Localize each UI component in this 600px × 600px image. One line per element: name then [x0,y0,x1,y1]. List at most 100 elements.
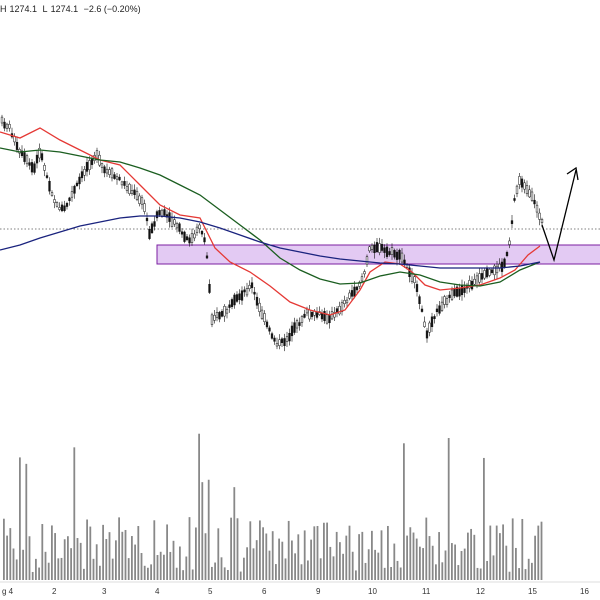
candle-body [483,270,486,279]
candle-body [133,189,136,195]
candle-body [528,189,531,198]
candle-body [423,321,426,327]
candle-body [240,290,244,301]
volume-bar [310,539,312,580]
volume-bar [329,546,332,580]
volume-bar [214,562,216,580]
candle-body [78,176,81,185]
candle-body [428,322,431,333]
x-tick-label: 11 [422,587,431,596]
candle-body [115,176,119,180]
candle-body [58,207,61,210]
candle-body [480,273,484,280]
candle-body [210,314,214,325]
candle-body [235,294,239,302]
candle-body [490,269,494,273]
candle-body [248,285,251,290]
volume-bar [508,571,511,580]
volume-bar [31,571,34,580]
volume-bar [243,557,245,580]
volume-bar [316,525,319,580]
candle-body [355,286,359,291]
volume-bar [86,519,88,580]
candle-body [323,311,326,321]
candle-body [45,175,49,178]
candle-body [440,301,444,311]
candle-body [343,300,346,305]
candle-body [188,237,191,244]
candle-body [345,299,349,304]
volume-bar [179,546,181,580]
volume-bar [230,517,232,580]
x-axis: g 4 2 3 4 5 6 9 10 11 12 15 16 [0,581,600,596]
volume-bar [159,551,162,580]
candle-body [180,231,184,235]
ema-mid-line [0,147,541,287]
volume-bar [83,568,85,580]
candle-body [88,160,91,170]
volume-bar [492,555,495,580]
candle-body [425,330,429,339]
candle-body [400,252,404,263]
volume-bar [15,559,18,580]
candle-body [38,147,41,159]
volume-bar [483,457,485,580]
volume-bar [342,553,344,580]
volume-bar [182,570,184,580]
volume-bar [284,558,287,580]
candle-body [120,181,124,186]
candle-body [375,242,379,253]
candle-body [288,332,291,342]
candle-body [103,166,106,174]
volume-bar [166,524,168,580]
candle-body [275,343,279,347]
candle-body [258,302,261,312]
candle-body [503,258,506,268]
candle-body [153,221,156,227]
volume-bar [156,555,159,580]
candle-body [230,299,234,307]
volume-bar [9,528,12,580]
candle-body [500,261,504,272]
candle-body [135,190,139,200]
ohlc-header: H 1274.1 L 1274.1 −2.6 (−0.20%) [0,4,144,14]
candle-body [158,210,161,216]
candle-body [8,124,11,129]
volume-bar [198,433,200,580]
volume-bar [435,564,437,580]
candle-body [518,176,521,185]
volume-bar [246,547,248,580]
volume-bar [12,548,15,580]
candle-body [60,204,64,212]
candle-body [488,269,491,276]
volume-bar [175,567,178,580]
candle-body [80,171,84,179]
volume-bar [537,525,540,580]
volume-bar [351,551,354,580]
volume-bar [204,533,207,580]
x-tick-label: g 4 [2,587,14,596]
volume-bar [281,541,284,580]
candle-body [383,247,386,253]
volume-bar [51,525,53,580]
volume-bar [115,540,117,580]
volume-bar [278,538,280,580]
volume-bar [54,533,56,580]
candle-body [325,314,329,324]
candle-body [245,288,249,296]
candle-body [540,219,544,224]
volume-bar [236,518,239,580]
volume-bar [38,567,40,580]
volume-bar [348,525,351,580]
candle-body [138,195,141,204]
volume-bar [294,553,296,580]
volume-bar [460,551,463,580]
volume-bar [319,558,322,580]
candle-body [48,180,51,192]
candle-body [218,312,221,320]
volume-bar [188,517,191,580]
volume-bar [505,545,508,580]
volume-bar [105,539,108,580]
candle-body [378,243,381,253]
